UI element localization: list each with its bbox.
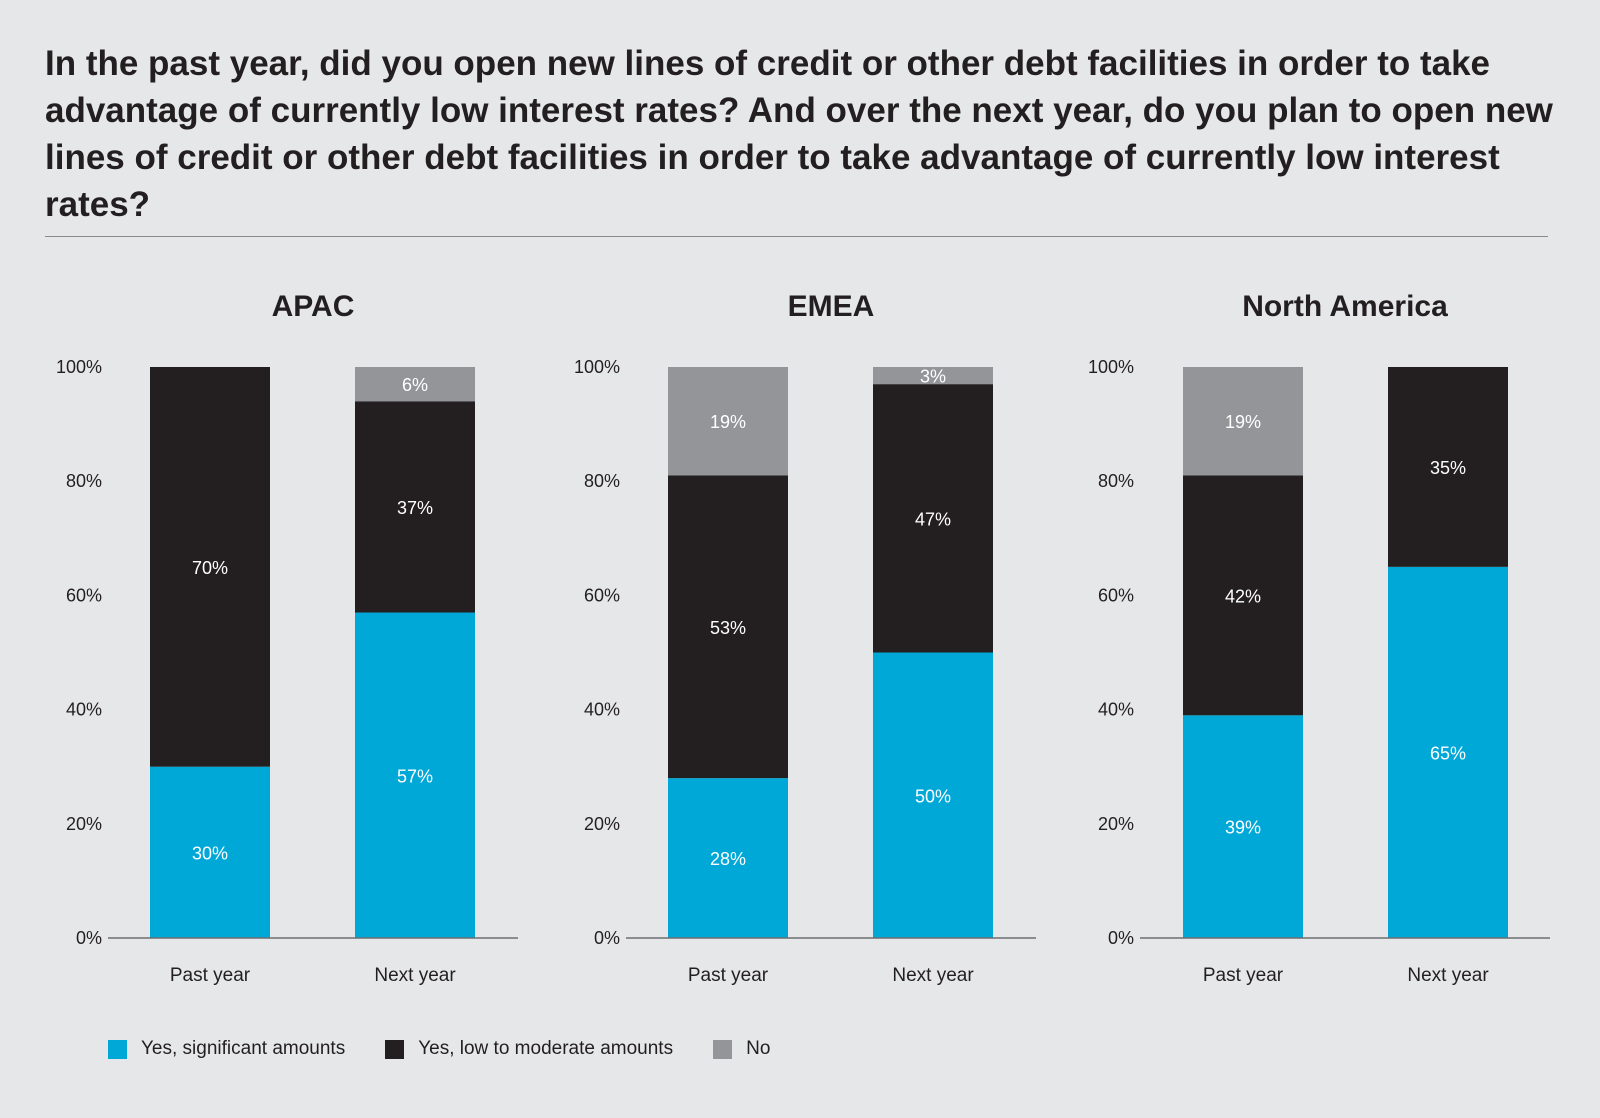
data-label: 42%: [1225, 586, 1261, 606]
bar-segment-low-moderate-past-year: [668, 475, 788, 779]
legend-swatch-significant: [108, 1039, 127, 1059]
bar-segment-significant-next-year: [1388, 566, 1508, 938]
data-label: 3%: [920, 367, 946, 387]
bar-segment-no-next-year: [873, 367, 993, 385]
bar-segment-low-moderate-next-year: [1388, 367, 1508, 567]
legend-item-significant: Yes, significant amounts: [108, 1038, 345, 1060]
legend-swatch-no: [713, 1039, 733, 1059]
x-category-label: Past year: [170, 965, 251, 986]
data-label: 30%: [192, 843, 228, 863]
data-label: 19%: [1225, 412, 1261, 432]
chart-north-america: North America 0% 20% 40% 60% 80% 100% 39% 42% 19%…: [1088, 290, 1550, 986]
y-tick-label: 80%: [584, 471, 620, 491]
x-category-label: Next year: [1407, 965, 1489, 986]
bar-segment-significant-next-year: [873, 652, 993, 938]
data-label: 47%: [915, 509, 951, 529]
chart-title: In the past year, did you open new lines…: [45, 44, 1553, 224]
data-label: 19%: [710, 412, 746, 432]
y-tick-label: 60%: [1098, 585, 1134, 605]
y-tick-label: 40%: [584, 700, 620, 720]
bar-segment-low-moderate-next-year: [873, 384, 993, 653]
y-tick-label: 40%: [66, 700, 102, 720]
legend-swatch-low-moderate: [385, 1039, 405, 1059]
data-label: 70%: [192, 558, 228, 578]
legend-label-no: No: [746, 1038, 771, 1059]
data-label: 39%: [1225, 818, 1261, 838]
panel-title-apac: APAC: [272, 290, 355, 323]
x-category-label: Next year: [892, 965, 974, 986]
data-label: 53%: [710, 618, 746, 638]
legend-item-low-moderate: Yes, low to moderate amounts: [385, 1038, 673, 1060]
bar-segment-low-moderate-next-year: [355, 401, 475, 613]
chart-apac: APAC 0% 20% 40% 60% 80% 100% 30% 70% Past year 57%…: [56, 290, 518, 986]
data-label: 57%: [397, 766, 433, 786]
title-divider: [45, 236, 1548, 237]
y-tick-label: 80%: [1098, 471, 1134, 491]
y-tick-label: 100%: [1088, 357, 1134, 377]
legend-label-low-moderate: Yes, low to moderate amounts: [418, 1038, 674, 1059]
y-tick-label: 0%: [1108, 928, 1134, 948]
legend-item-no: No: [713, 1038, 770, 1060]
bar-segment-significant-past-year: [150, 766, 270, 938]
bar-segment-no-next-year: [355, 367, 475, 402]
y-tick-label: 60%: [584, 585, 620, 605]
y-tick-label: 40%: [1098, 700, 1134, 720]
data-label: 6%: [402, 375, 428, 395]
data-label: 28%: [710, 849, 746, 869]
data-label: 50%: [915, 786, 951, 806]
y-tick-label: 100%: [574, 357, 620, 377]
bar-segment-significant-past-year: [668, 778, 788, 938]
x-category-label: Past year: [1203, 965, 1284, 986]
bar-segment-significant-past-year: [1183, 715, 1303, 938]
y-tick-label: 100%: [56, 357, 102, 377]
y-tick-label: 20%: [1098, 814, 1134, 834]
bar-segment-low-moderate-past-year: [150, 367, 270, 767]
y-tick-label: 60%: [66, 585, 102, 605]
data-label: 65%: [1430, 743, 1466, 763]
y-tick-label: 80%: [66, 471, 102, 491]
panel-title-north-america: North America: [1242, 290, 1448, 323]
y-tick-label: 0%: [594, 928, 620, 948]
x-category-label: Next year: [374, 965, 456, 986]
bar-segment-significant-next-year: [355, 612, 475, 938]
bar-segment-no-past-year: [1183, 367, 1303, 476]
y-tick-label: 20%: [66, 814, 102, 834]
y-tick-label: 20%: [584, 814, 620, 834]
bar-segment-no-past-year: [668, 367, 788, 476]
panel-title-emea: EMEA: [788, 290, 875, 323]
x-category-label: Past year: [688, 965, 769, 986]
legend: Yes, significant amounts Yes, low to mod…: [108, 1038, 810, 1060]
y-tick-label: 0%: [76, 928, 102, 948]
data-label: 35%: [1430, 458, 1466, 478]
legend-label-significant: Yes, significant amounts: [141, 1038, 346, 1059]
data-label: 37%: [397, 498, 433, 518]
chart-emea: EMEA 0% 20% 40% 60% 80% 100% 28% 53% 19% Past year…: [574, 290, 1036, 986]
bar-segment-low-moderate-past-year: [1183, 475, 1303, 716]
